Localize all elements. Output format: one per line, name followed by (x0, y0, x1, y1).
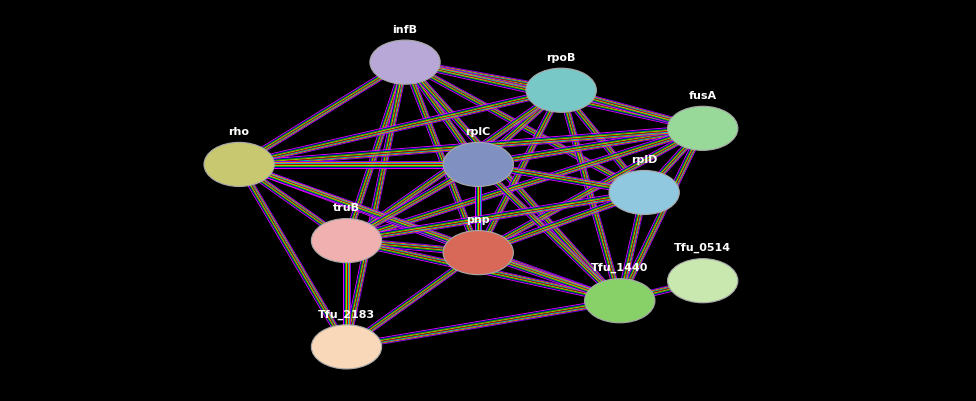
Ellipse shape (443, 231, 513, 275)
Text: rpoB: rpoB (547, 53, 576, 63)
Text: infB: infB (392, 25, 418, 35)
Text: pnp: pnp (467, 215, 490, 225)
Ellipse shape (609, 170, 679, 215)
Text: truB: truB (333, 203, 360, 213)
Text: fusA: fusA (689, 91, 716, 101)
Text: rho: rho (228, 127, 250, 137)
Text: Tfu_0514: Tfu_0514 (674, 243, 731, 253)
Text: rplD: rplD (630, 155, 658, 165)
Ellipse shape (668, 259, 738, 303)
Text: rplC: rplC (466, 127, 491, 137)
Ellipse shape (370, 40, 440, 84)
Ellipse shape (526, 68, 596, 112)
Ellipse shape (443, 142, 513, 186)
Ellipse shape (311, 325, 382, 369)
Ellipse shape (585, 279, 655, 323)
Ellipse shape (668, 106, 738, 150)
Text: Tfu_1440: Tfu_1440 (591, 263, 648, 273)
Ellipse shape (311, 219, 382, 263)
Ellipse shape (204, 142, 274, 186)
Text: Tfu_2183: Tfu_2183 (318, 309, 375, 320)
